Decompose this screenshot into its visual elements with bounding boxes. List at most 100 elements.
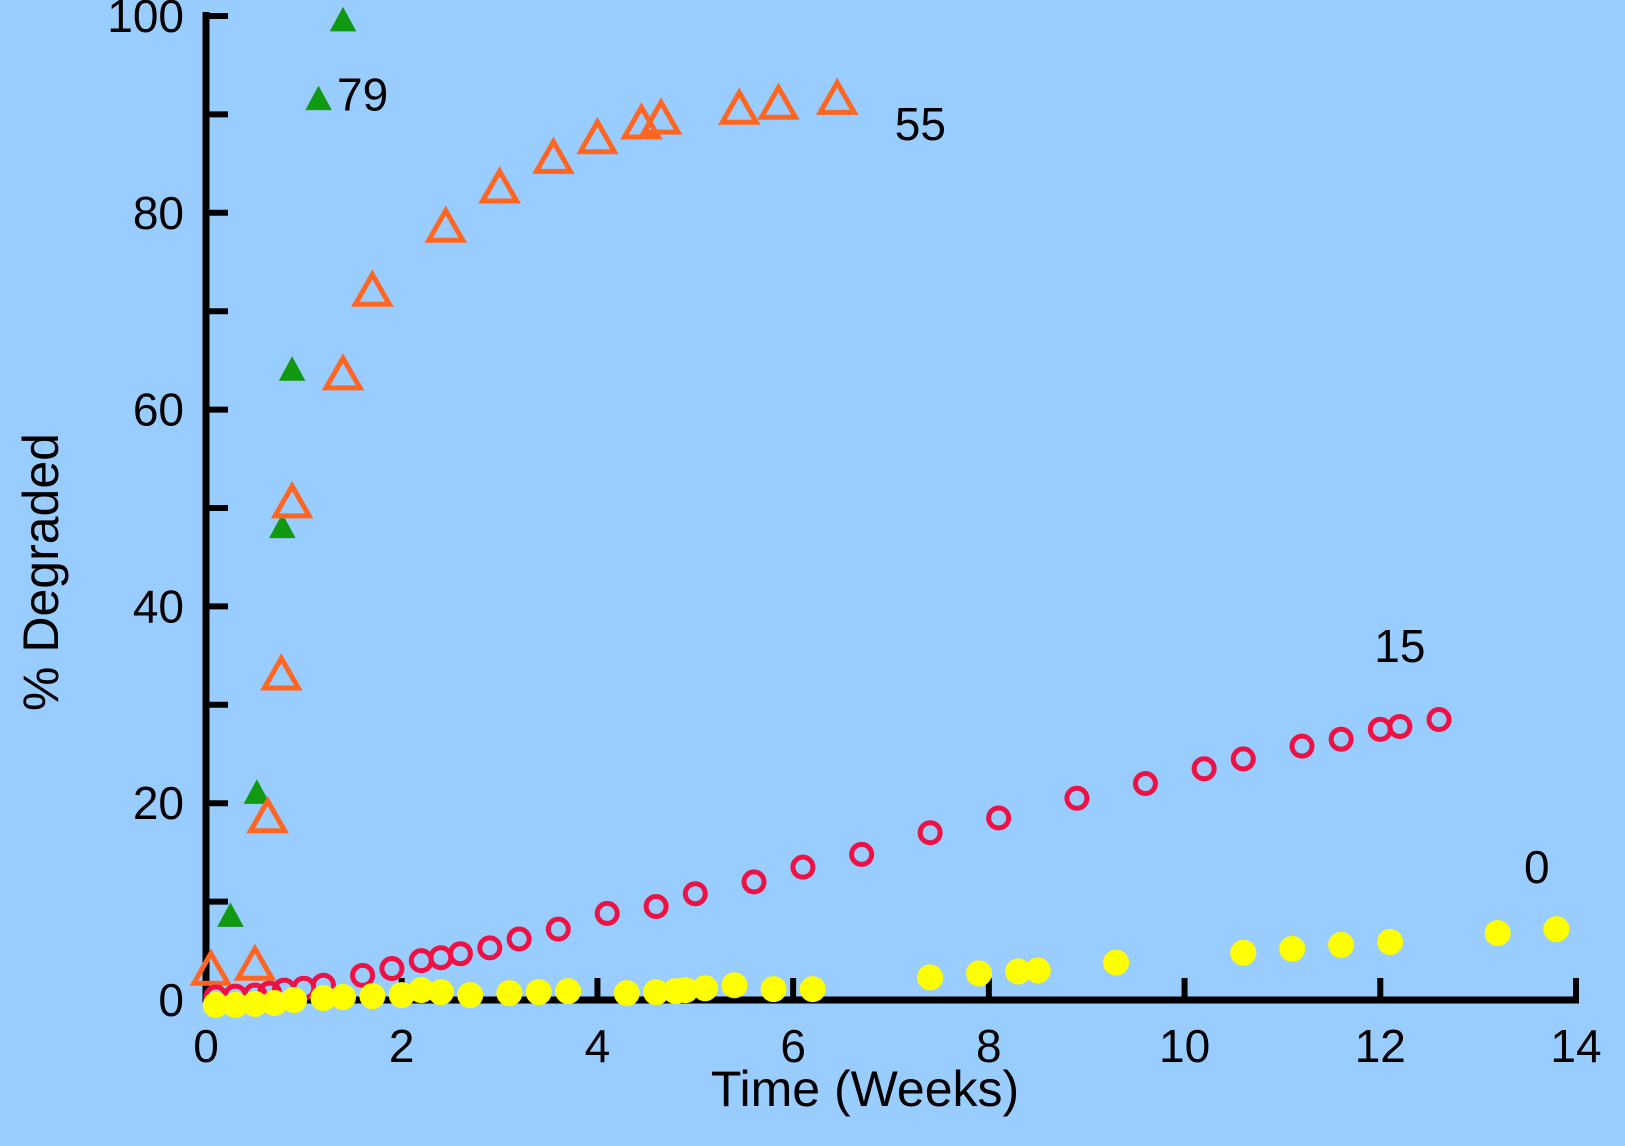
data-point-series-0	[408, 977, 435, 1004]
data-point-series-0	[1005, 958, 1032, 985]
y-tick-label: 0	[158, 974, 184, 1026]
data-point-series-0	[760, 976, 787, 1003]
data-point-series-15	[917, 820, 943, 846]
data-point-series-0	[613, 980, 640, 1007]
data-point-series-0	[330, 984, 356, 1011]
data-point-series-15	[1387, 713, 1413, 739]
data-point-series-0	[917, 964, 944, 991]
x-tick-label: 10	[1159, 1020, 1210, 1072]
data-point-series-15	[1230, 746, 1256, 772]
data-point-series-55	[270, 481, 314, 519]
data-point-series-15	[790, 854, 816, 880]
data-point-series-15	[447, 941, 473, 967]
x-tick-label: 12	[1355, 1020, 1406, 1072]
data-point-series-79	[329, 6, 357, 32]
data-point-series-79	[278, 356, 306, 381]
data-point-series-55	[815, 77, 859, 115]
data-point-series-15	[477, 935, 503, 961]
x-tick-label: 6	[780, 1020, 806, 1072]
data-point-series-15	[594, 900, 620, 926]
y-tick-label: 100	[107, 0, 184, 42]
data-point-series-0	[643, 979, 670, 1006]
data-point-series-15	[1328, 726, 1354, 752]
y-axis-title: % Degraded	[13, 433, 69, 711]
data-point-series-0	[222, 991, 249, 1018]
x-tick-label: 2	[389, 1020, 415, 1072]
data-point-series-55	[718, 87, 761, 125]
x-tick-label: 14	[1550, 1020, 1601, 1072]
x-axis-title: Time (Weeks)	[711, 1061, 1019, 1117]
data-point-series-15	[350, 962, 376, 988]
data-point-series-0	[1377, 928, 1404, 955]
y-tick-label: 40	[133, 580, 184, 632]
data-point-series-79	[217, 902, 244, 927]
x-tick-label: 8	[976, 1020, 1002, 1072]
data-point-series-0	[966, 960, 993, 987]
data-point-series-0	[1484, 920, 1511, 947]
data-point-series-0	[261, 989, 288, 1016]
data-point-series-55	[260, 653, 303, 691]
x-tick-label: 4	[585, 1020, 611, 1072]
y-tick-label: 20	[133, 777, 184, 829]
data-point-series-0	[555, 978, 582, 1005]
data-point-series-0	[457, 982, 484, 1009]
data-point-series-15	[682, 881, 708, 907]
data-point-series-79	[243, 779, 271, 804]
data-point-series-0	[496, 980, 523, 1007]
data-point-series-55	[233, 943, 277, 981]
data-point-series-0	[1103, 949, 1130, 976]
data-point-series-0	[672, 977, 699, 1004]
data-point-series-55	[478, 166, 521, 204]
data-point-series-15	[1191, 756, 1217, 782]
data-point-series-15	[741, 869, 767, 895]
data-point-series-0	[427, 979, 454, 1006]
data-point-series-0	[1543, 916, 1570, 943]
data-point-series-0	[359, 983, 386, 1010]
data-point-series-0	[281, 987, 308, 1013]
series-label-0: 0	[1524, 841, 1550, 893]
data-point-series-0	[1279, 935, 1306, 962]
data-point-series-55	[424, 205, 468, 243]
data-point-series-0	[1024, 957, 1051, 984]
data-point-series-15	[849, 841, 875, 867]
data-point-series-0	[692, 975, 719, 1002]
series-79	[217, 6, 357, 927]
data-point-series-79	[305, 85, 332, 111]
data-point-series-15	[643, 894, 669, 920]
data-point-series-15	[506, 926, 532, 952]
data-point-series-55	[757, 82, 800, 120]
data-point-series-15	[545, 916, 571, 942]
data-point-series-15	[1426, 707, 1452, 733]
data-marks	[189, 6, 1570, 1018]
data-point-series-0	[202, 991, 229, 1018]
y-tick-label: 60	[133, 384, 184, 436]
data-point-series-15	[1132, 771, 1158, 797]
data-point-series-55	[639, 97, 683, 135]
data-point-series-55	[532, 136, 575, 174]
data-point-series-55	[321, 353, 365, 391]
data-point-series-15	[1064, 785, 1090, 811]
series-label-55: 55	[895, 98, 946, 150]
y-tick-label: 80	[133, 187, 184, 239]
data-point-series-15	[379, 956, 405, 982]
x-tick-label: 0	[193, 1020, 219, 1072]
data-point-series-0	[310, 985, 337, 1012]
data-point-series-55	[576, 116, 619, 155]
data-point-series-79	[269, 513, 296, 539]
data-point-series-0	[388, 982, 415, 1009]
series-55	[189, 77, 859, 986]
data-point-series-15	[986, 805, 1012, 831]
data-point-series-0	[1328, 931, 1355, 958]
data-point-series-0	[241, 990, 268, 1017]
data-point-series-0	[525, 979, 552, 1006]
data-point-series-0	[1230, 939, 1257, 966]
series-label-15: 15	[1374, 620, 1425, 672]
data-point-series-55	[351, 269, 394, 307]
data-point-series-55	[246, 795, 289, 834]
series-labels: 79 55 15 0	[337, 69, 1550, 893]
data-point-series-15	[1289, 733, 1315, 759]
series-label-79: 79	[337, 69, 388, 121]
data-point-series-55	[189, 948, 233, 986]
